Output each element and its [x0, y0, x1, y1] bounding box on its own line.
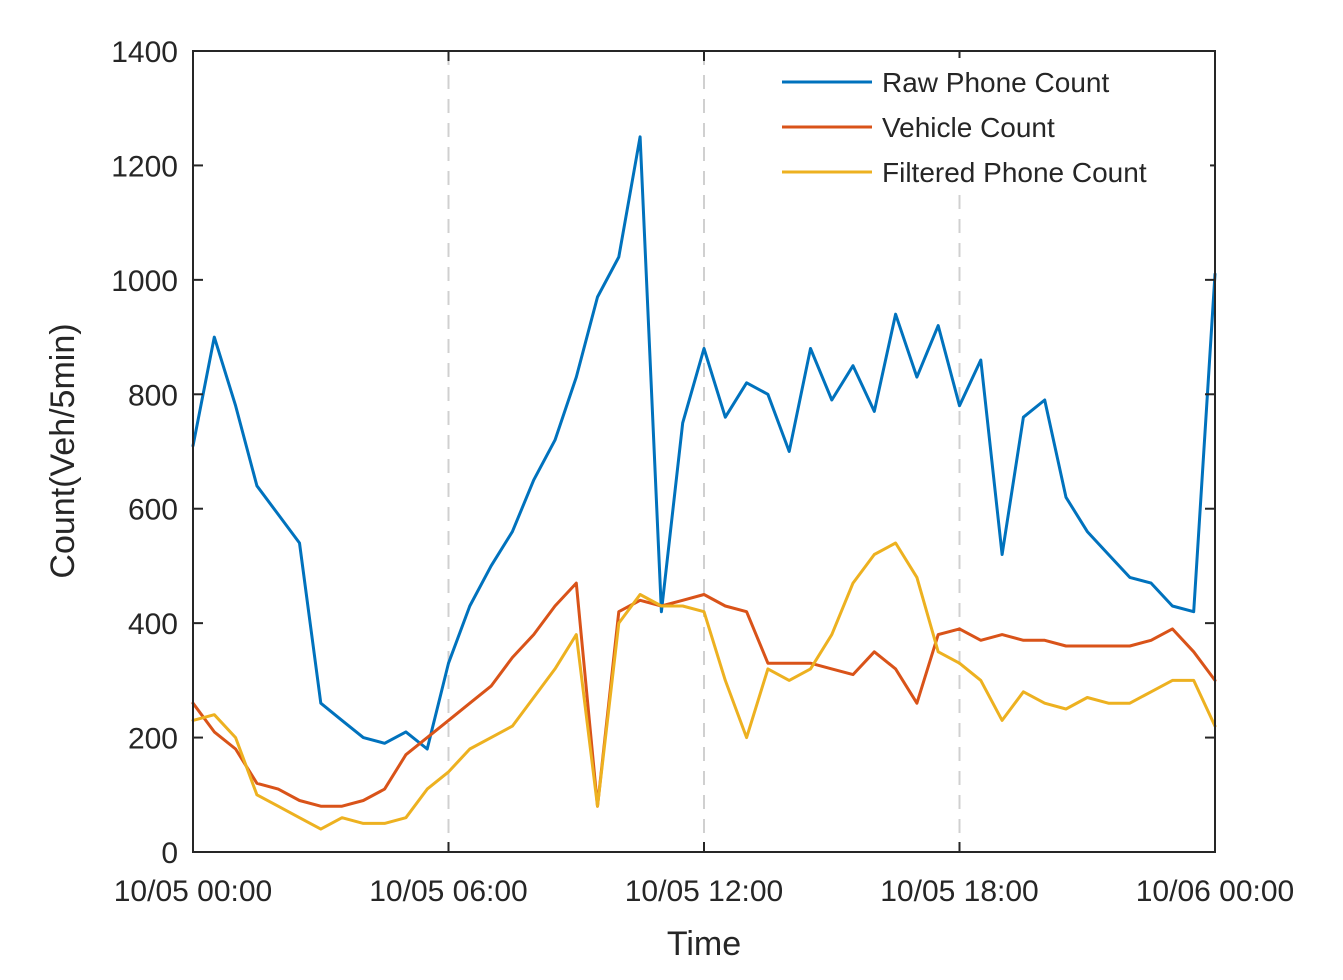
x-tick-label: 10/05 00:00 — [114, 875, 272, 908]
vehicle-count-line — [191, 581, 1217, 808]
y-tick-label: 1400 — [111, 36, 178, 69]
x-tick-label: 10/05 18:00 — [880, 875, 1038, 908]
y-axis-label: Count(Veh/5min) — [44, 323, 82, 578]
raw-phone-count-legend-label: Raw Phone Count — [882, 67, 1109, 98]
y-tick-label: 400 — [128, 608, 178, 641]
x-tick-label: 10/06 00:00 — [1136, 875, 1294, 908]
y-tick-label: 1200 — [111, 150, 178, 183]
x-tick-label: 10/05 12:00 — [625, 875, 783, 908]
x-axis-label: Time — [667, 925, 741, 963]
vehicle-count-legend-label: Vehicle Count — [882, 112, 1055, 143]
y-tick-label: 0 — [161, 837, 178, 870]
y-tick-label: 800 — [128, 379, 178, 412]
y-tick-label: 200 — [128, 723, 178, 756]
filtered-phone-count-line — [191, 541, 1217, 831]
y-tick-label: 1000 — [111, 265, 178, 298]
series-layer — [191, 135, 1217, 831]
tick-layer: 10/05 00:00 10/05 06:00 10/05 12:00 10/05 1… — [111, 36, 1294, 908]
x-tick-label: 10/05 06:00 — [369, 875, 527, 908]
y-tick-label: 600 — [128, 494, 178, 527]
legend: Raw Phone Count Vehicle Count Filtered Pho… — [770, 58, 1210, 194]
raw-phone-count-line — [191, 135, 1217, 751]
filtered-phone-count-legend-label: Filtered Phone Count — [882, 157, 1147, 188]
